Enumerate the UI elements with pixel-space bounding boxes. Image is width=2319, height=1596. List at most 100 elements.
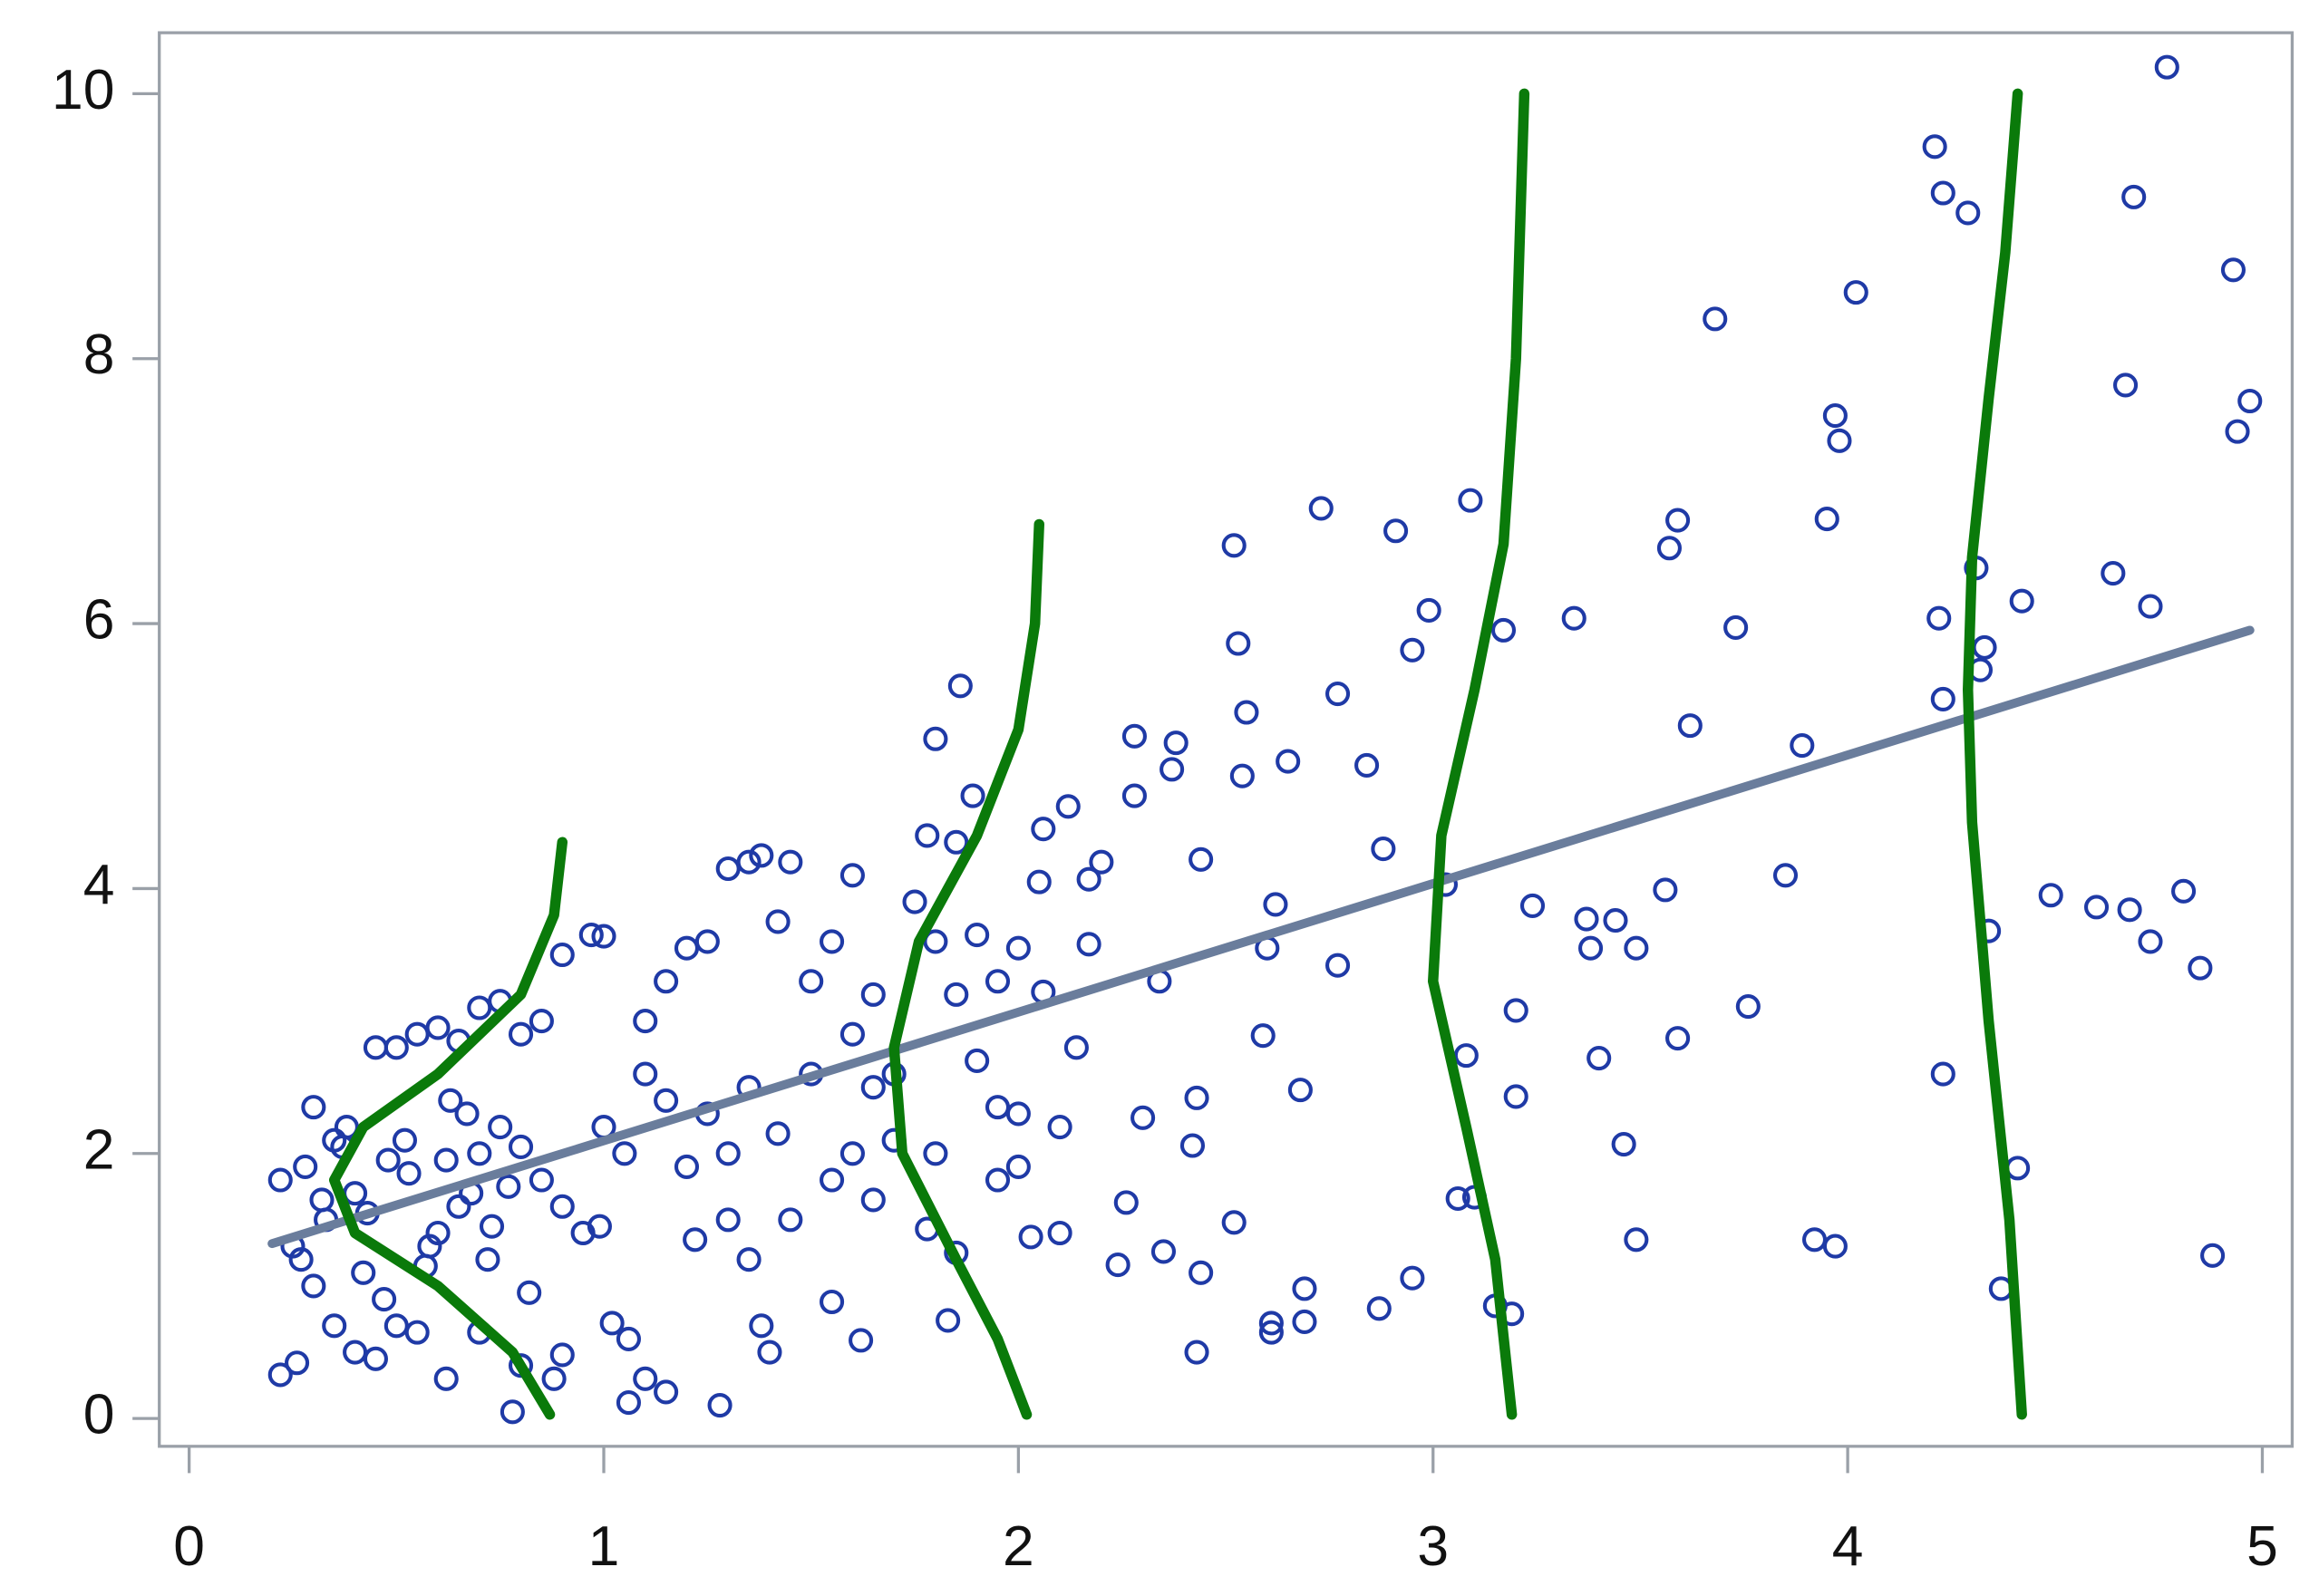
scatter-point [446,1194,471,1219]
scatter-point [1400,1265,1425,1291]
scatter-point [749,843,774,868]
scatter-point [633,1061,658,1087]
scatter-point [2113,372,2139,398]
scatter-point [549,942,575,968]
scatter-point [1653,877,1678,903]
scatter-point [1503,1084,1528,1109]
scatter-point [2188,955,2213,981]
scatter-point [1519,893,1546,918]
y-tick-label: 10 [52,59,114,121]
scatter-point [1325,682,1351,707]
scatter-point [2101,560,2126,586]
scatter-point [1150,1239,1176,1264]
scatter-point [285,1350,310,1376]
scatter-point [839,863,865,888]
scatter-point [960,783,985,808]
scatter-point [375,1147,401,1173]
scatter-point [1089,849,1114,875]
scatter-point [1292,1309,1317,1334]
scatter-point [351,1260,376,1285]
scatter-point [1308,496,1334,521]
scatter-point [529,1009,554,1034]
scatter-point [363,1346,388,1371]
scatter-point [1735,993,1761,1020]
scatter-point [267,1362,293,1388]
scatter-point [1055,794,1081,819]
scatter-point [1263,892,1288,917]
scatter-point [1047,1115,1072,1140]
scatter-point [683,1227,708,1253]
scatter-point [985,1167,1011,1193]
scatter-point [1005,1154,1031,1179]
scatter-point [1258,1320,1284,1345]
scatter-point [820,929,845,954]
scatter-point [1292,1276,1317,1301]
scatter-point [860,1075,886,1100]
scatter-point [1656,536,1682,561]
scatter-point [1031,817,1056,842]
scatter-point [778,1207,803,1233]
scatter-point [1026,869,1052,895]
scatter-point [1160,757,1185,782]
scatter-point [549,1194,575,1219]
scatter-point [1822,403,1848,429]
y-tick-label: 2 [83,1118,115,1181]
scatter-point [1677,713,1703,739]
scatter-point [1458,488,1483,513]
scatter-point [612,1141,637,1166]
scatter-point [1624,935,1649,961]
scatter-point [1922,134,1947,160]
scatter-point [1383,518,1409,544]
scatter-point [541,1366,567,1391]
scatter-point [1772,863,1799,888]
scatter-point [923,726,948,751]
scatter-point [1827,428,1852,453]
scatter-point [301,1273,326,1299]
scatter-point [372,1287,397,1312]
scatter-point [1611,1132,1636,1157]
scatter-point [915,823,940,848]
scatter-point [1221,533,1247,558]
scatter-point [1814,507,1839,532]
scatter-point [1121,723,1147,749]
scatter-point [301,1095,326,1120]
scatter-point [1179,1133,1206,1158]
scatter-point [2237,388,2263,414]
scatter-point [860,982,886,1007]
scatter-point [839,1141,865,1166]
scatter-point [674,1154,700,1179]
scatter-point [1665,508,1691,533]
y-tick-label: 8 [83,324,115,386]
scatter-point [2200,1243,2226,1268]
scatter-point [923,1141,948,1166]
scatter-point [1603,907,1628,933]
scatter-point [438,1088,463,1113]
scatter-point [757,1340,782,1365]
scatter-point [396,1161,422,1186]
y-tick-label: 4 [83,854,115,916]
scatter-point [454,1101,480,1127]
scatter-point [549,1342,575,1368]
scatter-point [1371,837,1396,862]
scatter-point [965,1048,990,1074]
scatter-point [1005,935,1031,961]
scatter-point [288,1247,314,1272]
scatter-point [654,969,679,994]
scatter-point [267,1167,293,1193]
scatter-point [1234,700,1259,725]
x-tick-label: 1 [588,1515,620,1578]
scatter-point [1184,1085,1209,1110]
scatter-point [529,1167,554,1193]
scatter-point [616,1390,641,1416]
scatter-point [1822,1233,1848,1259]
scatter-point [1561,605,1586,631]
scatter-point [293,1154,318,1179]
x-tick-label: 3 [1417,1515,1449,1578]
scatter-point [839,1021,865,1047]
scatter-point [633,1366,658,1391]
scatter-point [778,849,803,875]
scatter-point [2138,929,2163,954]
scatter-point [944,829,969,855]
scatter-point [736,1247,762,1272]
scatter-point [1926,605,1952,631]
